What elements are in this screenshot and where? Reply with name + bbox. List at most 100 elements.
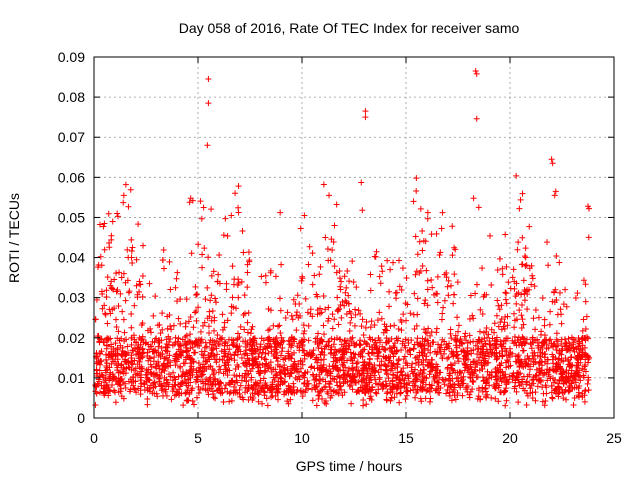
data-point	[462, 330, 469, 337]
data-point	[269, 392, 276, 399]
data-point	[398, 287, 405, 294]
data-point	[289, 316, 296, 323]
data-point	[317, 263, 324, 270]
data-point	[201, 245, 208, 252]
data-point	[553, 252, 560, 259]
data-point	[316, 271, 323, 278]
data-point	[297, 357, 304, 364]
data-point	[278, 368, 285, 375]
data-point	[419, 378, 426, 385]
data-point	[418, 398, 425, 405]
data-point	[245, 309, 252, 316]
data-point	[502, 371, 509, 378]
data-point	[525, 361, 532, 368]
data-point	[248, 376, 255, 383]
data-point	[128, 334, 135, 341]
data-point	[421, 366, 428, 373]
data-point	[328, 346, 335, 353]
data-point	[318, 357, 325, 364]
data-point	[426, 371, 433, 378]
data-point	[425, 347, 432, 354]
data-point	[230, 342, 237, 349]
data-point	[344, 357, 351, 364]
data-point	[382, 378, 389, 385]
data-point	[520, 373, 527, 380]
data-point	[102, 367, 109, 374]
data-point	[539, 294, 546, 301]
data-point	[315, 345, 322, 352]
data-point	[456, 342, 463, 349]
data-point	[412, 233, 419, 240]
data-point	[350, 278, 357, 285]
data-point	[387, 367, 394, 374]
data-point	[210, 327, 217, 334]
data-point	[543, 341, 550, 348]
data-point	[576, 383, 583, 390]
data-point	[451, 360, 458, 367]
data-point	[210, 371, 217, 378]
data-point	[126, 364, 133, 371]
data-point	[484, 350, 491, 357]
data-point	[322, 306, 329, 313]
data-point	[118, 385, 125, 392]
data-point	[273, 355, 280, 362]
data-point	[297, 225, 304, 232]
data-point	[556, 350, 563, 357]
data-point	[241, 310, 248, 317]
data-point	[362, 108, 369, 115]
data-point	[173, 356, 180, 363]
data-point	[319, 395, 326, 402]
data-point	[372, 367, 379, 374]
data-point	[409, 360, 416, 367]
data-point	[472, 364, 479, 371]
data-point	[260, 375, 267, 382]
data-point	[553, 296, 560, 303]
data-point	[272, 273, 279, 280]
data-point	[319, 386, 326, 393]
data-point	[366, 395, 373, 402]
data-point	[272, 372, 279, 379]
y-tick-label: 0.07	[58, 129, 85, 145]
data-point	[199, 322, 206, 329]
data-point	[113, 324, 120, 331]
data-point	[175, 373, 182, 380]
data-point	[99, 291, 106, 297]
data-point	[549, 395, 556, 402]
data-point	[144, 401, 151, 408]
data-point	[177, 342, 184, 349]
data-point	[192, 283, 199, 290]
data-point	[466, 391, 473, 398]
data-point	[311, 376, 318, 383]
data-point	[112, 358, 119, 365]
data-point	[352, 311, 359, 318]
data-point	[235, 294, 242, 301]
data-point	[488, 349, 495, 356]
data-point	[120, 316, 127, 323]
data-point	[320, 293, 327, 300]
data-point	[484, 391, 491, 398]
data-point	[259, 400, 266, 407]
data-point	[209, 366, 216, 373]
data-point	[302, 295, 309, 302]
data-point	[124, 343, 131, 350]
data-point	[390, 259, 397, 266]
data-point	[256, 350, 263, 357]
data-point	[355, 367, 362, 374]
data-point	[539, 344, 546, 351]
data-point	[515, 376, 522, 383]
data-point	[320, 356, 327, 363]
data-point	[97, 253, 104, 260]
data-point	[274, 323, 281, 330]
data-point	[417, 267, 424, 274]
data-point	[309, 281, 316, 288]
data-point	[448, 335, 455, 342]
data-point	[228, 303, 235, 310]
data-point	[519, 378, 526, 385]
x-tick-label: 0	[90, 430, 98, 446]
data-point	[420, 379, 427, 386]
data-point	[164, 313, 171, 320]
data-point	[312, 386, 319, 393]
data-point	[480, 343, 487, 350]
data-point	[364, 383, 371, 390]
data-point	[407, 310, 414, 317]
